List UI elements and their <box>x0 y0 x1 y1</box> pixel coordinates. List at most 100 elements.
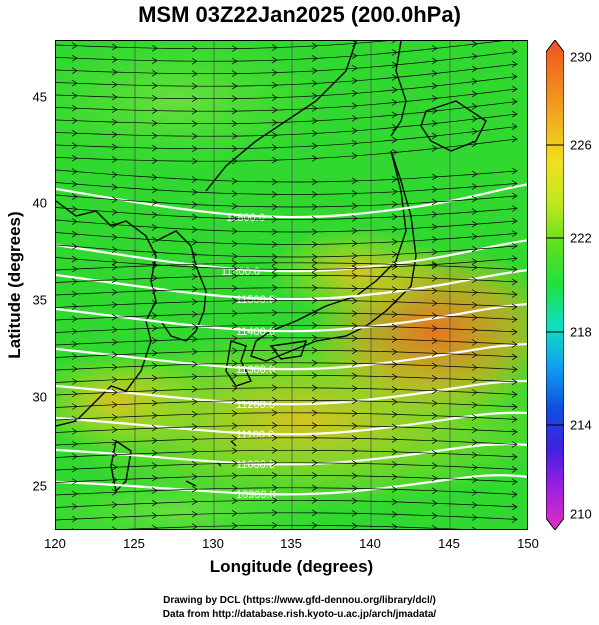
wind-arrow <box>511 73 518 80</box>
wind-arrow <box>151 144 158 152</box>
wind-arrow <box>191 310 198 318</box>
wind-arrow <box>271 156 278 164</box>
wind-arrow <box>311 228 318 236</box>
colorbar-ticks <box>546 144 564 426</box>
contour-line <box>56 342 527 371</box>
streamline <box>56 138 517 162</box>
contour-line <box>56 474 527 496</box>
wind-arrow <box>151 512 158 519</box>
wind-arrow <box>511 453 518 461</box>
wind-arrow <box>391 436 398 443</box>
wind-arrow <box>391 111 398 119</box>
wind-arrow <box>511 403 518 411</box>
coastline-hokkaido <box>420 100 487 152</box>
wind-arrow <box>231 145 238 152</box>
wind-arrow <box>151 224 158 231</box>
wind-arrow <box>351 360 358 367</box>
wind-arrow <box>191 238 198 246</box>
coastline-kyushu <box>225 340 252 387</box>
colorbar-tick-210: 210 <box>570 506 592 522</box>
wind-arrow <box>151 312 158 319</box>
wind-arrow <box>231 202 238 210</box>
colorbar-tick-222: 222 <box>570 230 592 246</box>
x-tick-150: 150 <box>517 536 539 551</box>
wind-arrow <box>391 286 398 293</box>
wind-arrow <box>511 478 518 486</box>
wind-arrow <box>391 298 398 306</box>
wind-arrow <box>111 43 118 51</box>
wind-arrow <box>431 312 438 320</box>
wind-arrow <box>191 485 198 493</box>
wind-arrow <box>311 434 318 442</box>
wind-arrow <box>351 272 358 280</box>
wind-arrow <box>71 230 78 238</box>
streamline <box>56 374 517 383</box>
streamline <box>56 512 517 521</box>
wind-arrow <box>391 361 398 368</box>
wind-arrow <box>191 335 198 343</box>
wind-arrow <box>71 154 78 162</box>
contour-label: 11300.0 <box>236 364 275 376</box>
wind-arrow <box>71 243 78 250</box>
wind-arrow <box>471 439 478 446</box>
wind-arrow <box>311 105 318 112</box>
wind-arrow <box>231 190 238 198</box>
contour-line <box>56 239 527 273</box>
wind-arrow <box>191 360 198 368</box>
wind-arrow <box>391 336 398 343</box>
wind-arrow <box>151 261 158 269</box>
wind-arrow <box>471 526 477 529</box>
streamline <box>56 262 517 271</box>
wind-arrow <box>511 416 518 423</box>
wind-arrow <box>511 60 518 68</box>
field-patch-west <box>56 351 206 451</box>
wind-arrow <box>511 316 518 323</box>
wind-arrow <box>151 499 158 507</box>
wind-arrow <box>271 284 278 292</box>
wind-arrow <box>191 263 198 271</box>
wind-arrow <box>151 69 158 77</box>
wind-arrow <box>391 86 398 94</box>
x-tick-140: 140 <box>359 536 381 551</box>
wind-arrow <box>391 273 398 281</box>
wind-arrow <box>511 428 518 436</box>
wind-arrow <box>431 512 438 520</box>
wind-arrow <box>111 451 118 459</box>
wind-arrow <box>471 339 478 346</box>
map-svg: 11800.011600.011500.011400.011300.011200… <box>56 41 527 529</box>
streamline <box>56 88 517 112</box>
wind-arrow <box>231 82 238 90</box>
wind-arrow <box>351 497 358 505</box>
wind-arrow <box>351 114 358 122</box>
wind-arrow <box>471 258 478 265</box>
wind-arrow <box>151 474 158 482</box>
streamline <box>56 287 517 296</box>
wind-arrow <box>311 309 318 317</box>
wind-arrow <box>151 449 158 457</box>
wind-arrow <box>431 211 438 218</box>
wind-arrow <box>271 396 278 404</box>
wind-arrow <box>231 265 238 273</box>
streamline <box>56 113 517 137</box>
streamline <box>56 362 517 371</box>
wind-arrow <box>511 230 518 237</box>
wind-arrow <box>231 227 238 235</box>
wind-arrow <box>271 44 278 51</box>
wind-arrow <box>311 259 318 267</box>
wind-arrow <box>271 409 278 417</box>
wind-arrow <box>311 447 318 454</box>
wind-arrow <box>351 297 358 305</box>
wind-arrow <box>151 299 158 307</box>
wind-arrow <box>511 341 518 348</box>
wind-arrow <box>471 464 478 471</box>
wind-arrow <box>311 334 318 342</box>
wind-arrow <box>71 54 78 62</box>
wind-arrow <box>511 278 518 286</box>
wind-arrow <box>71 478 78 485</box>
wind-arrow <box>191 273 198 281</box>
wind-arrow <box>311 484 318 492</box>
streamline <box>56 474 517 483</box>
streamline <box>56 462 517 471</box>
wind-arrow <box>111 263 118 271</box>
wind-arrow <box>311 155 318 162</box>
